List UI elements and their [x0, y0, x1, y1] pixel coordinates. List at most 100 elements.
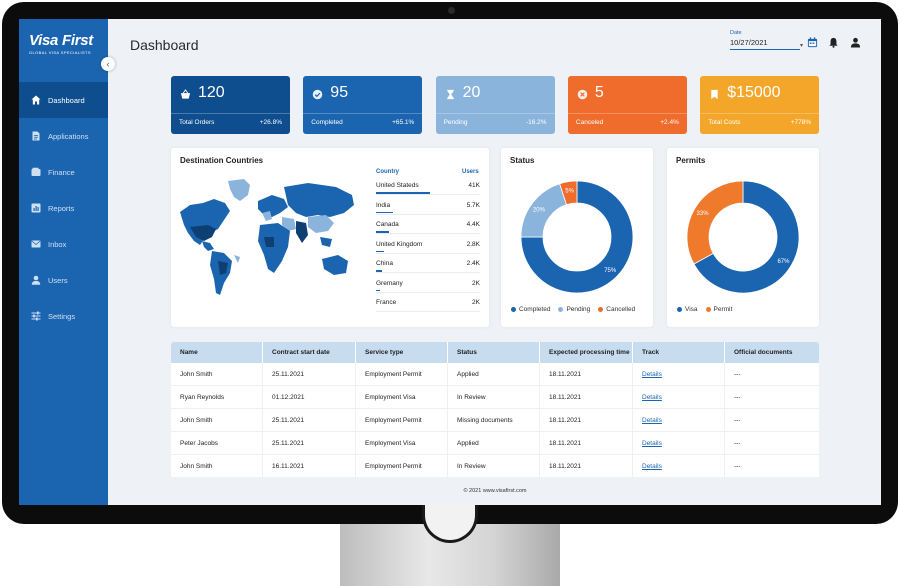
- table-header: Name Contract start date Service type Statu…: [171, 342, 819, 363]
- table-body: John Smith 25.11.2021 Employment Permit App…: [171, 363, 819, 478]
- sidebar-item-label: Finance: [48, 167, 75, 177]
- permits-panel: Permits 67% 33% Visa Permit: [667, 148, 819, 327]
- country-row-divider: [376, 291, 480, 293]
- chevron-left-icon: ‹: [106, 59, 110, 69]
- sidebar-item-settings[interactable]: Settings: [19, 298, 108, 334]
- table-cell: John Smith: [171, 363, 263, 385]
- details-link[interactable]: Details: [633, 409, 725, 431]
- status-donut-chart: 75% 20% 5%: [520, 180, 634, 294]
- user-icon: [31, 275, 41, 285]
- legend-swatch: [598, 306, 604, 312]
- country-row: United Kingdom 2.8K: [376, 238, 480, 258]
- country-row-divider: [376, 213, 480, 215]
- country-row: France 2K: [376, 296, 480, 316]
- kpi-card-canceled[interactable]: 5 Canceled +2.4%: [567, 76, 687, 134]
- table-cell: Applied: [448, 363, 540, 385]
- sidebar-item-label: Dashboard: [48, 95, 85, 105]
- sidebar-item-dashboard[interactable]: Dashboard: [19, 82, 108, 118]
- kpi-card-pending[interactable]: 20 Pending -16.2%: [435, 76, 555, 134]
- kpi-delta: +26.8%: [259, 119, 282, 126]
- sidebar-item-label: Users: [48, 275, 68, 285]
- country-users: 2.4K: [466, 260, 480, 267]
- country-users: 5.7K: [466, 201, 480, 209]
- table-cell: Missing documents: [448, 409, 540, 431]
- table-cell: Employment Visa: [356, 386, 448, 408]
- details-link[interactable]: Details: [633, 386, 725, 408]
- status-title: Status: [510, 156, 535, 165]
- column-header: Official documents: [734, 349, 793, 356]
- kpi-label: Completed: [311, 119, 343, 126]
- sidebar-item-applications[interactable]: Applications: [19, 118, 108, 154]
- details-link[interactable]: Details: [633, 432, 725, 454]
- table-cell: 25.11.2021: [263, 409, 356, 431]
- column-header: Contract start date: [263, 342, 356, 363]
- chart-icon: [31, 203, 41, 213]
- logo-name: Visa First: [29, 32, 93, 49]
- sidebar-item-inbox[interactable]: Inbox: [19, 226, 108, 262]
- sidebar-item-label: Settings: [48, 311, 76, 321]
- kpi-card-total-costs[interactable]: $15000 Total Costs +778%: [700, 76, 820, 134]
- mail-icon: [31, 240, 41, 248]
- destination-countries-title: Destination Countries: [180, 156, 264, 165]
- legend-item: Pending: [558, 306, 590, 313]
- country-users: 2K: [472, 279, 480, 287]
- country-share-bar: [376, 231, 389, 233]
- sidebar-item-users[interactable]: Users: [19, 262, 108, 298]
- kpi-delta: +2.4%: [660, 119, 679, 126]
- permits-slice-permit[interactable]: [686, 180, 744, 265]
- status-slice-label: 75%: [604, 268, 617, 274]
- sidebar-item-reports[interactable]: Reports: [19, 190, 108, 226]
- details-link[interactable]: Details: [633, 455, 725, 477]
- table-row: John Smith 25.11.2021 Employment Permit App…: [171, 363, 819, 386]
- wallet-icon: [31, 167, 41, 176]
- legend-label: Permit: [713, 306, 733, 313]
- column-header: Name: [171, 342, 263, 363]
- sidebar-item-label: Reports: [48, 203, 75, 213]
- table-cell: In Review: [448, 455, 540, 477]
- table-cell: Employment Permit: [356, 409, 448, 431]
- permits-slice-label: 67%: [777, 259, 790, 265]
- status-slice-label: 20%: [533, 207, 546, 213]
- kpi-label: Canceled: [575, 119, 604, 126]
- table-cell: John Smith: [171, 409, 263, 431]
- column-header: Status: [448, 342, 540, 363]
- sidebar-item-finance[interactable]: Finance: [19, 154, 108, 190]
- country-share-bar: [376, 211, 393, 213]
- destination-countries-panel: Destination Countries Count: [171, 148, 489, 327]
- kpi-label: Total Costs: [708, 119, 741, 126]
- details-link[interactable]: Details: [633, 363, 725, 385]
- logo-tagline: GLOBAL VISA SPECIALISTS: [29, 50, 91, 55]
- kpi-value: 95: [330, 84, 349, 101]
- kpi-card-completed[interactable]: 95 Completed +65.1%: [303, 76, 423, 134]
- kpi-divider: [435, 113, 555, 114]
- kpi-card-total-orders[interactable]: 120 Total Orders +26.8%: [171, 76, 290, 134]
- date-label: Date: [730, 30, 742, 36]
- country-users: 2.8K: [466, 240, 480, 248]
- table-cell: 18.11.2021: [540, 386, 633, 408]
- table-cell: 25.11.2021: [263, 432, 356, 454]
- status-legend: Completed Pending Cancelled: [511, 306, 635, 313]
- country-row-divider: [376, 252, 480, 254]
- permits-title: Permits: [676, 156, 706, 165]
- status-slice-completed[interactable]: [520, 180, 634, 294]
- camera-dot: [448, 7, 455, 14]
- status-slice-cancelled[interactable]: [559, 180, 578, 206]
- sidebar-item-label: Applications: [48, 131, 89, 141]
- date-value[interactable]: 10/27/2021: [730, 38, 800, 50]
- calendar-icon[interactable]: [807, 37, 818, 48]
- sidebar-collapse-button[interactable]: ‹: [101, 57, 115, 71]
- table-cell: ---: [734, 440, 741, 447]
- date-picker[interactable]: Date 10/27/2021 ▾: [730, 30, 803, 50]
- country-name: France: [376, 299, 397, 306]
- status-panel: Status 75% 20% 5% Completed Pending Cancelle…: [501, 148, 653, 327]
- table-cell: ---: [734, 463, 741, 470]
- kpi-value: $15000: [727, 84, 781, 101]
- table-cell: ---: [734, 371, 741, 378]
- bell-icon[interactable]: [828, 37, 839, 48]
- legend-label: Completed: [519, 306, 551, 313]
- column-header: Track: [633, 342, 725, 363]
- table-row: John Smith 16.11.2021 Employment Permit In …: [171, 455, 819, 478]
- table-cell: In Review: [448, 386, 540, 408]
- permits-slice-visa[interactable]: [693, 180, 800, 294]
- user-account-icon[interactable]: [850, 37, 861, 48]
